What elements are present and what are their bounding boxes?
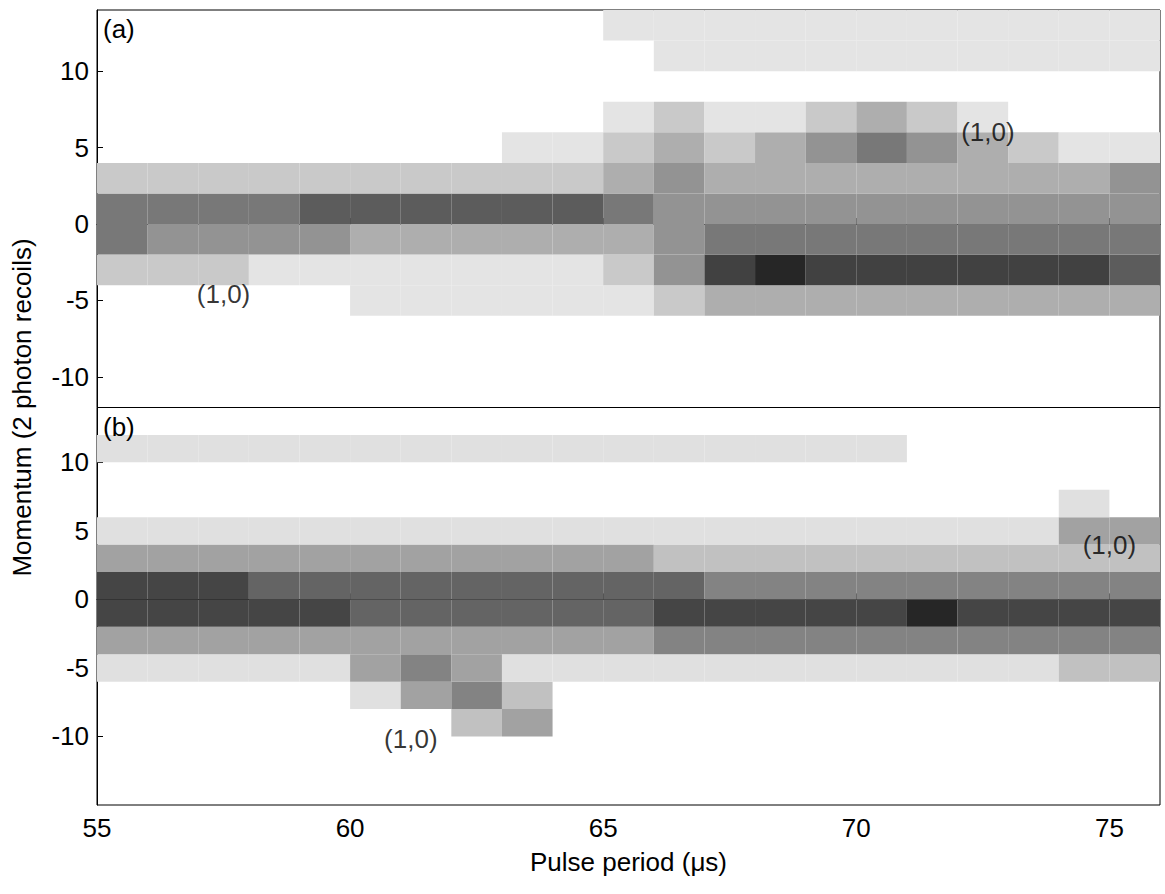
svg-text:(b): (b) <box>103 412 135 442</box>
svg-text:0: 0 <box>75 584 89 614</box>
svg-text:60: 60 <box>336 813 365 843</box>
svg-text:(a): (a) <box>103 14 135 44</box>
svg-text:-10: -10 <box>51 721 89 751</box>
svg-text:-10: -10 <box>51 362 89 392</box>
svg-text:70: 70 <box>842 813 871 843</box>
svg-text:65: 65 <box>589 813 618 843</box>
svg-text:(1,0): (1,0) <box>1083 530 1136 560</box>
svg-text:(1,0): (1,0) <box>961 117 1014 147</box>
svg-text:10: 10 <box>60 447 89 477</box>
svg-text:Momentum (2 photon recoils): Momentum (2 photon recoils) <box>7 238 37 576</box>
svg-text:75: 75 <box>1095 813 1124 843</box>
svg-text:-5: -5 <box>66 653 89 683</box>
svg-text:5: 5 <box>75 516 89 546</box>
svg-text:(1,0): (1,0) <box>384 724 437 754</box>
svg-text:-5: -5 <box>66 285 89 315</box>
svg-text:Pulse period (μs): Pulse period (μs) <box>530 847 727 877</box>
svg-text:55: 55 <box>83 813 112 843</box>
svg-text:5: 5 <box>75 133 89 163</box>
svg-text:(1,0): (1,0) <box>197 279 250 309</box>
svg-text:10: 10 <box>60 56 89 86</box>
svg-text:0: 0 <box>75 209 89 239</box>
